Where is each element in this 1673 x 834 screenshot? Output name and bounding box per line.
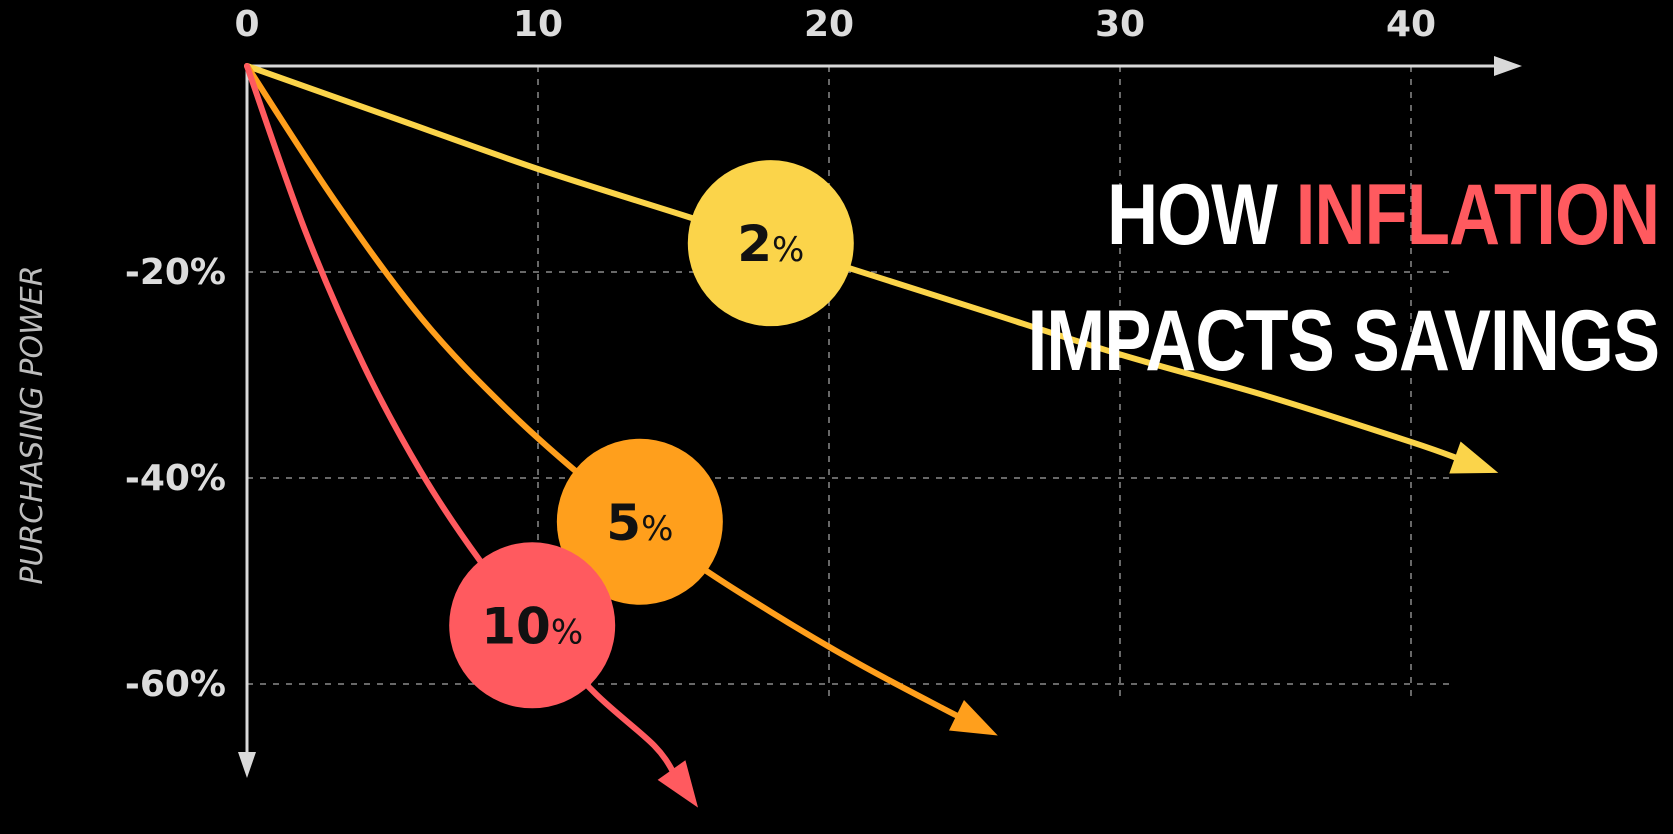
- chart-title: HOW INFLATION IMPACTS SAVINGS: [1027, 152, 1659, 404]
- y-tick-label: -60%: [125, 664, 226, 705]
- axes: [238, 56, 1522, 778]
- badge-unit: %: [551, 612, 583, 652]
- x-tick-label: 0: [234, 4, 259, 45]
- y-axis-label: PURCHASING POWER: [15, 265, 50, 584]
- x-tick-label: 40: [1386, 4, 1436, 45]
- series-badge-label-0: 2%: [737, 215, 804, 273]
- grid-lines: [247, 66, 1455, 700]
- series-badge-0: [687, 160, 854, 327]
- series-badge-2: [449, 542, 616, 709]
- series-arrowhead-1: [948, 699, 998, 736]
- x-tick-label: 10: [513, 4, 563, 45]
- title-line-1: HOW INFLATION: [1027, 152, 1660, 278]
- title-word-inflation: INFLATION: [1295, 167, 1660, 263]
- y-tick-label: -20%: [125, 252, 226, 293]
- series-badge-label-1: 5%: [606, 494, 673, 552]
- series-badge-1: [556, 438, 723, 605]
- series-arrowhead-0: [1449, 441, 1499, 474]
- title-word-how: HOW: [1106, 167, 1278, 263]
- title-line-2: IMPACTS SAVINGS: [1027, 293, 1659, 389]
- badge-unit: %: [772, 230, 804, 270]
- series-line-2: [244, 63, 678, 778]
- series-badges: 2%5%10%: [449, 160, 854, 709]
- x-tick-label: 20: [804, 4, 854, 45]
- series-line-0: [244, 63, 1464, 463]
- badge-number: 2: [737, 215, 772, 273]
- badge-number: 5: [606, 494, 641, 552]
- series-arrowhead-2: [657, 760, 699, 808]
- x-axis-arrowhead: [1494, 56, 1522, 76]
- badge-unit: %: [641, 509, 673, 549]
- badge-number: 10: [481, 597, 551, 655]
- tick-labels: 0 10 20 30 40 -20% -40% -60%: [125, 4, 1436, 705]
- y-tick-label: -40%: [125, 458, 226, 499]
- x-tick-label: 30: [1095, 4, 1145, 45]
- series-badge-label-2: 10%: [481, 597, 583, 655]
- y-axis-arrowhead: [238, 752, 256, 778]
